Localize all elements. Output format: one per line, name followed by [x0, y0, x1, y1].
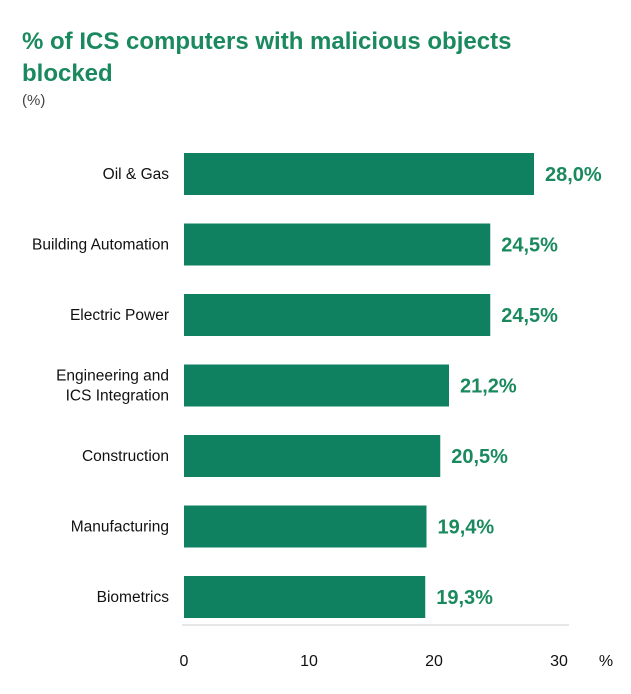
value-label-0: 28,0% [545, 164, 602, 186]
x-tick-label-3: 30 [550, 653, 568, 670]
x-tick-label-0: 0 [180, 653, 189, 670]
bar-1 [184, 223, 491, 266]
x-axis-unit: % [599, 653, 613, 670]
value-label-4: 20,5% [451, 446, 508, 468]
category-label-3-0: Engineering and [56, 368, 169, 385]
category-label-1: Building Automation [32, 237, 169, 254]
x-tick-label-1: 10 [300, 653, 318, 670]
category-label-2: Electric Power [70, 307, 169, 324]
value-label-2: 24,5% [501, 305, 558, 327]
category-label-5: Manufacturing [71, 519, 169, 536]
bar-5 [184, 505, 427, 548]
bar-6 [184, 576, 426, 618]
value-label-5: 19,4% [438, 517, 495, 539]
value-label-3: 21,2% [460, 376, 517, 398]
bar-3 [184, 364, 449, 407]
value-label-6: 19,3% [436, 587, 493, 609]
x-tick-label-2: 20 [425, 653, 443, 670]
category-label-0: Oil & Gas [103, 166, 170, 183]
bar-4 [184, 435, 441, 477]
bar-2 [184, 294, 491, 336]
category-label-4: Construction [82, 448, 169, 465]
chart-unit-note: (%) [22, 92, 46, 109]
category-label-6: Biometrics [97, 589, 170, 606]
chart-title: % of ICS computers with malicious object… [22, 28, 512, 87]
category-label-3-1: ICS Integration [66, 388, 169, 405]
bar-0 [184, 153, 534, 195]
value-label-1: 24,5% [501, 235, 558, 257]
